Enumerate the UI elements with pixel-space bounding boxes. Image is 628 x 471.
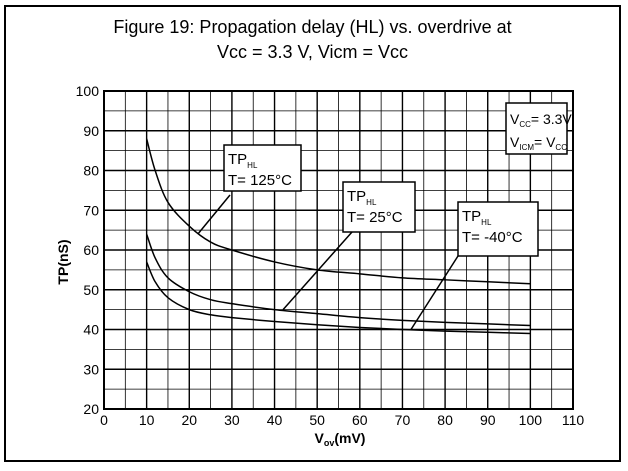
annotation-box	[457, 201, 539, 257]
y-tick-label: 100	[76, 83, 100, 99]
vicm-cc-subscript: CC	[555, 143, 567, 152]
y-tick-label: 30	[83, 361, 99, 377]
grid	[103, 90, 574, 410]
annotation-line-2: T= 25°C	[347, 209, 403, 226]
y-tick-label: 40	[83, 322, 99, 338]
x-axis-label-sub: ov	[324, 438, 335, 448]
y-tick-label: 60	[83, 242, 99, 258]
annotation-box	[342, 181, 416, 233]
annotation-t125: TPHL T= 125°C	[197, 144, 302, 235]
series-curve-1	[145, 233, 531, 327]
vicm-equals: = V	[534, 134, 556, 150]
annotation-line-2: T= -40°C	[462, 229, 523, 246]
x-tick-label: 50	[309, 412, 325, 428]
annotation-line-1: TPHL	[347, 188, 377, 207]
conditions-line-2: VICM= VCC	[510, 134, 567, 152]
vcc-value: = 3.3V	[531, 111, 573, 127]
plot-border	[103, 90, 574, 410]
x-axis-label-rest: (mV)	[334, 430, 365, 446]
y-axis-label: TP(nS)	[55, 239, 71, 284]
x-tick-label: 10	[139, 412, 155, 428]
series-curve-2	[145, 261, 531, 335]
vcc-subscript: CC	[519, 120, 531, 129]
chart-title: Figure 19: Propagation delay (HL) vs. ov…	[6, 15, 619, 65]
annotation-hl-subscript: HL	[366, 198, 377, 207]
y-tick-label: 90	[83, 123, 99, 139]
annotation-tm40: TPHL T= -40°C	[410, 201, 539, 330]
x-tick-label: 110	[562, 412, 585, 428]
annotation-pointer	[410, 255, 459, 330]
annotation-tp: TP	[228, 151, 247, 168]
vicm-symbol: V	[510, 134, 520, 150]
y-tick-label: 50	[83, 282, 99, 298]
x-tick-label: 100	[519, 412, 543, 428]
x-tick-label: 90	[480, 412, 496, 428]
vicm-subscript: ICM	[519, 143, 534, 152]
annotation-hl-subscript: HL	[247, 161, 258, 170]
annotation-line-1: TPHL	[462, 208, 492, 227]
annotation-box	[223, 144, 302, 192]
x-axis-label: Vov(mV)	[315, 430, 366, 448]
annotation-hl-subscript: HL	[481, 218, 492, 227]
conditions-box-frame	[505, 102, 568, 155]
chart-title-line-2: Vcc = 3.3 V, Vicm = Vcc	[216, 42, 409, 62]
annotation-t25: TPHL T= 25°C	[282, 181, 416, 311]
x-tick-label: 20	[181, 412, 197, 428]
conditions-box: VCC= 3.3V VICM= VCC	[505, 102, 572, 155]
annotation-line-2: T= 125°C	[228, 172, 292, 189]
x-tick-label: 40	[267, 412, 283, 428]
annotation-tp: TP	[462, 208, 481, 225]
vcc-symbol: V	[510, 111, 520, 127]
annotation-line-1: TPHL	[228, 151, 258, 170]
annotation-pointer	[197, 194, 231, 235]
x-tick-label: 30	[224, 412, 240, 428]
x-tick-label: 0	[100, 412, 108, 428]
x-tick-label: 70	[395, 412, 411, 428]
annotation-pointer	[282, 231, 353, 311]
conditions-line-1: VCC= 3.3V	[510, 111, 572, 129]
annotation-tp: TP	[347, 188, 366, 205]
x-tick-label: 80	[437, 412, 453, 428]
y-tick-label: 20	[83, 401, 99, 417]
curves	[145, 138, 531, 335]
y-tick-label: 80	[83, 163, 99, 179]
y-tick-label: 70	[83, 202, 99, 218]
chart-title-line-1: Figure 19: Propagation delay (HL) vs. ov…	[113, 17, 512, 37]
series-curve-0	[145, 138, 531, 285]
x-tick-label: 60	[352, 412, 368, 428]
tick-labels: 0 10 20 30 40 50 60 70 80 90 100 110 20 30 40 50 60 70 80 9…	[76, 83, 585, 428]
x-axis-label-main: V	[315, 430, 325, 446]
